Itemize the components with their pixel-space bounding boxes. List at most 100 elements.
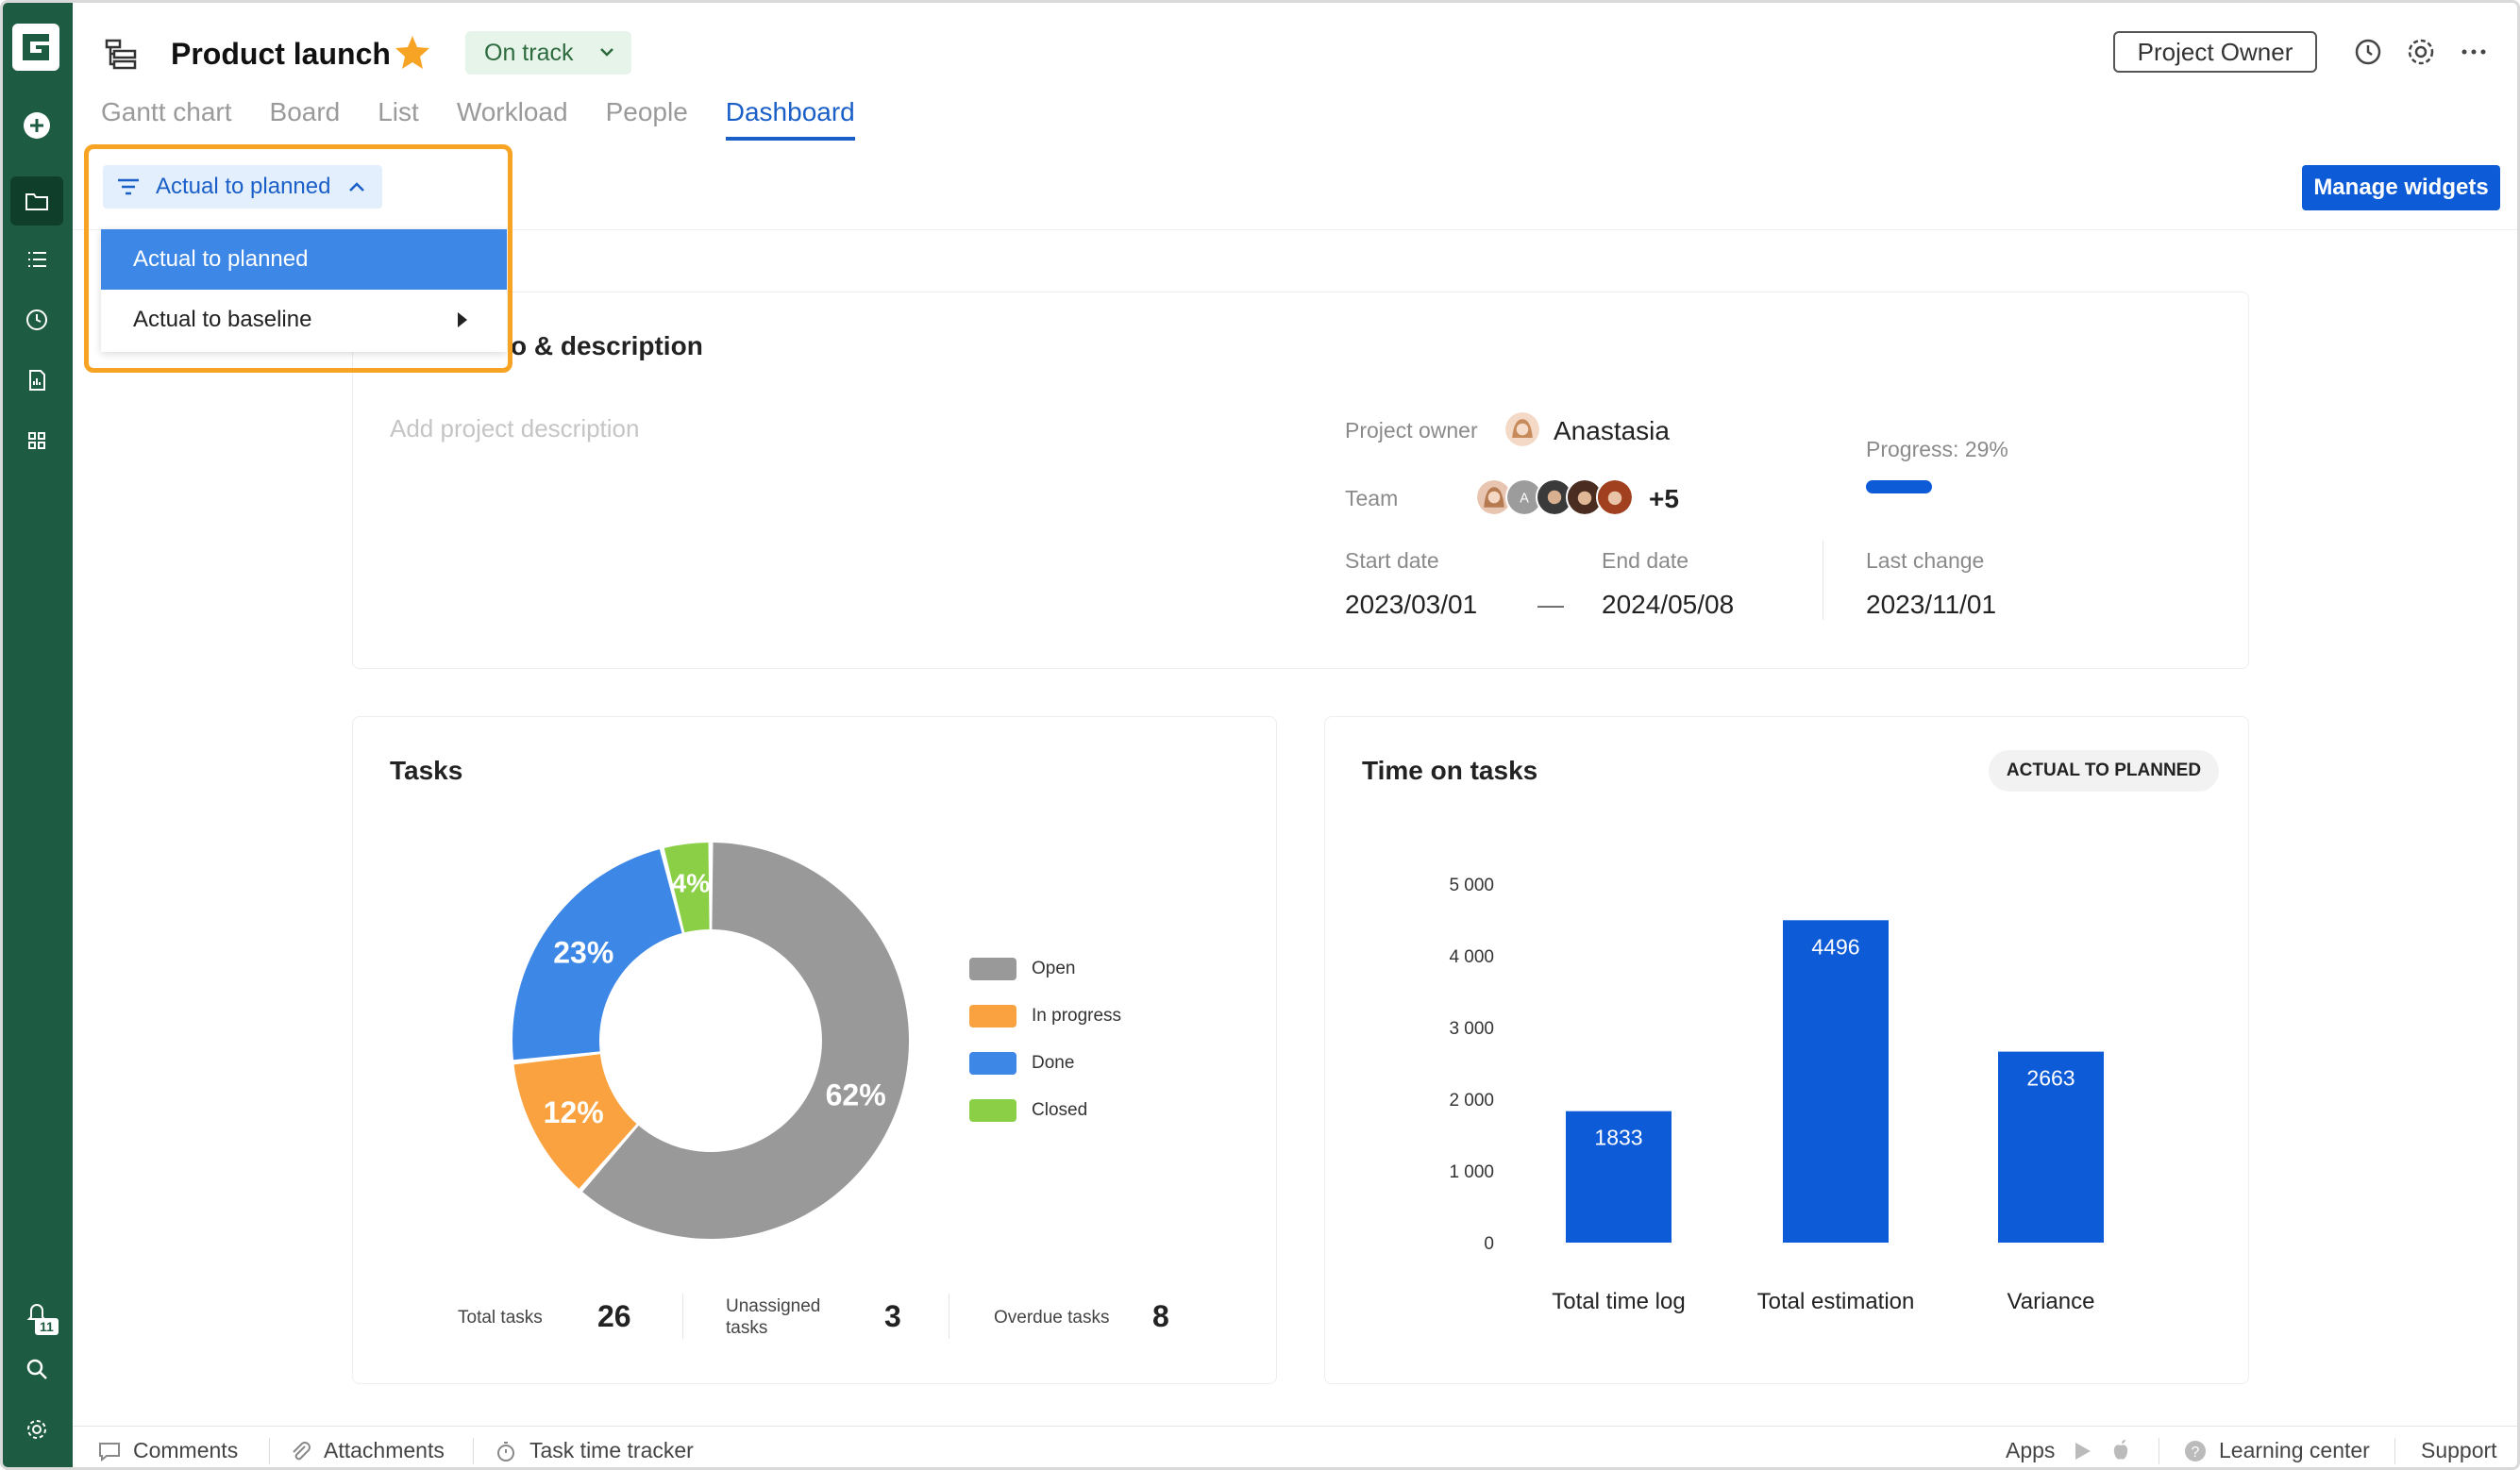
- filter-icon: [118, 178, 139, 195]
- tab-workload[interactable]: Workload: [456, 97, 568, 126]
- last-change-value: 2023/11/01: [1866, 590, 1997, 619]
- donut-slice-in-progress[interactable]: [513, 1054, 637, 1189]
- comments-button[interactable]: Comments: [97, 1438, 238, 1463]
- divider: [269, 1438, 270, 1464]
- logo-icon: [23, 34, 49, 60]
- apps-grid-icon[interactable]: [12, 416, 61, 465]
- project-description-input[interactable]: Add project description: [390, 414, 640, 443]
- manage-widgets-button[interactable]: Manage widgets: [2302, 165, 2500, 210]
- submenu-arrow-icon: [458, 312, 467, 327]
- donut-slice-label: 62%: [826, 1077, 886, 1111]
- more-options-icon[interactable]: [2457, 35, 2491, 69]
- divider: [682, 1294, 683, 1339]
- total-tasks-value: 26: [597, 1299, 631, 1333]
- sidebar: 11: [3, 3, 73, 1467]
- info-card-title: o & description: [511, 331, 703, 360]
- progress-label: Progress: 29%: [1866, 437, 2008, 461]
- menu-item-label: Actual to baseline: [133, 307, 312, 332]
- actual-to-planned-badge: ACTUAL TO PLANNED: [1989, 750, 2219, 792]
- learning-center-button[interactable]: ? Learning center: [2183, 1438, 2370, 1463]
- menu-item-label: Actual to planned: [133, 246, 309, 272]
- y-tick-label: 2 000: [1449, 1091, 1494, 1111]
- team-avatar[interactable]: [1566, 478, 1604, 516]
- task-time-tracker-button[interactable]: Task time tracker: [494, 1438, 694, 1463]
- chevron-down-icon: [600, 48, 613, 57]
- list-icon[interactable]: [12, 235, 61, 284]
- tasks-widget: [352, 716, 1277, 1384]
- y-tick-label: 5 000: [1449, 876, 1494, 895]
- bar-variance[interactable]: [1998, 1051, 2104, 1243]
- menu-item-actual-to-baseline[interactable]: Actual to baseline: [101, 290, 507, 350]
- legend-label: In progress: [1032, 1006, 1122, 1026]
- favorite-star-icon[interactable]: [394, 33, 431, 71]
- bar-total-time-log[interactable]: [1566, 1111, 1672, 1243]
- learning-center-label: Learning center: [2219, 1438, 2370, 1462]
- bottom-bar: Comments Attachments Task time tracker A…: [73, 1426, 2517, 1467]
- team-extra-count[interactable]: +5: [1649, 484, 1679, 513]
- owner-avatar[interactable]: [1504, 410, 1541, 448]
- tab-board[interactable]: Board: [269, 97, 341, 126]
- donut-slice-done[interactable]: [512, 849, 682, 1061]
- tab-dashboard[interactable]: Dashboard: [725, 97, 855, 141]
- apple-icon[interactable]: [2109, 1438, 2132, 1462]
- team-avatar[interactable]: [1596, 478, 1634, 516]
- start-date-value[interactable]: 2023/03/01: [1345, 590, 1478, 619]
- donut-slice-label: 23%: [553, 936, 613, 970]
- tab-gantt-chart[interactable]: Gantt chart: [101, 97, 232, 126]
- filter-dropdown[interactable]: Actual to planned: [103, 165, 382, 209]
- search-icon[interactable]: [12, 1345, 61, 1394]
- donut-slice-closed[interactable]: [664, 843, 710, 933]
- svg-text:?: ?: [2192, 1445, 2200, 1461]
- overdue-tasks-value: 8: [1152, 1299, 1169, 1333]
- time-on-tasks-title: Time on tasks: [1362, 756, 1538, 785]
- status-label: On track: [484, 39, 574, 66]
- legend-swatch: [969, 1005, 1016, 1027]
- legend-swatch: [969, 1052, 1016, 1075]
- history-icon[interactable]: [2351, 35, 2385, 69]
- end-date-label: End date: [1602, 548, 1689, 573]
- attachments-button[interactable]: Attachments: [288, 1438, 445, 1463]
- legend-swatch: [969, 1099, 1016, 1122]
- reports-icon[interactable]: [12, 356, 61, 405]
- y-tick-label: 0: [1484, 1234, 1494, 1254]
- settings-gear-icon[interactable]: [2404, 35, 2438, 69]
- google-play-icon[interactable]: [2072, 1440, 2094, 1462]
- project-status-dropdown[interactable]: On track: [465, 31, 631, 75]
- legend-label: Done: [1032, 1053, 1075, 1073]
- settings-gear-icon[interactable]: [12, 1405, 61, 1454]
- task-time-tracker-label: Task time tracker: [529, 1438, 694, 1462]
- project-owner-label: Project owner: [1345, 418, 1478, 443]
- support-button[interactable]: Support: [2421, 1438, 2497, 1463]
- tab-list[interactable]: List: [378, 97, 419, 126]
- paperclip-icon: [293, 1441, 311, 1460]
- end-date-value[interactable]: 2024/05/08: [1602, 590, 1735, 619]
- bar-total-estimation[interactable]: [1783, 920, 1889, 1243]
- legend-open: Open: [969, 958, 1075, 980]
- x-category-label: Total estimation: [1757, 1289, 1915, 1314]
- time-bar-chart: 5 000 4 000 3 000 2 000 1 000 0 1833 Total time…: [1449, 876, 2104, 1314]
- clock-icon[interactable]: [12, 295, 61, 344]
- menu-item-actual-to-planned[interactable]: Actual to planned: [101, 229, 507, 290]
- apps-button[interactable]: Apps: [2006, 1438, 2055, 1463]
- app-logo[interactable]: [12, 24, 59, 71]
- legend-label: Open: [1032, 959, 1076, 978]
- bar-value-label: 4496: [1811, 934, 1859, 959]
- project-owner-button[interactable]: Project Owner: [2113, 31, 2317, 73]
- bar-value-label: 2663: [2026, 1066, 2075, 1091]
- donut-slice-open[interactable]: [582, 843, 909, 1239]
- unassigned-tasks-label: Unassigned tasks: [726, 1295, 820, 1339]
- add-icon[interactable]: [12, 101, 61, 150]
- unassigned-label-line1: Unassigned: [726, 1296, 821, 1316]
- support-label: Support: [2421, 1438, 2497, 1462]
- legend-swatch: [969, 958, 1016, 980]
- unassigned-tasks-value: 3: [884, 1299, 901, 1333]
- y-tick-label: 3 000: [1449, 1019, 1494, 1039]
- projects-folder-icon[interactable]: [10, 176, 63, 226]
- stopwatch-icon: [497, 1441, 514, 1462]
- y-tick-label: 4 000: [1449, 947, 1494, 967]
- legend-in-progress: In progress: [969, 1005, 1121, 1027]
- attachments-label: Attachments: [324, 1438, 445, 1462]
- tab-people[interactable]: People: [605, 97, 688, 126]
- filter-dropdown-menu: Actual to planned Actual to baseline: [101, 229, 507, 352]
